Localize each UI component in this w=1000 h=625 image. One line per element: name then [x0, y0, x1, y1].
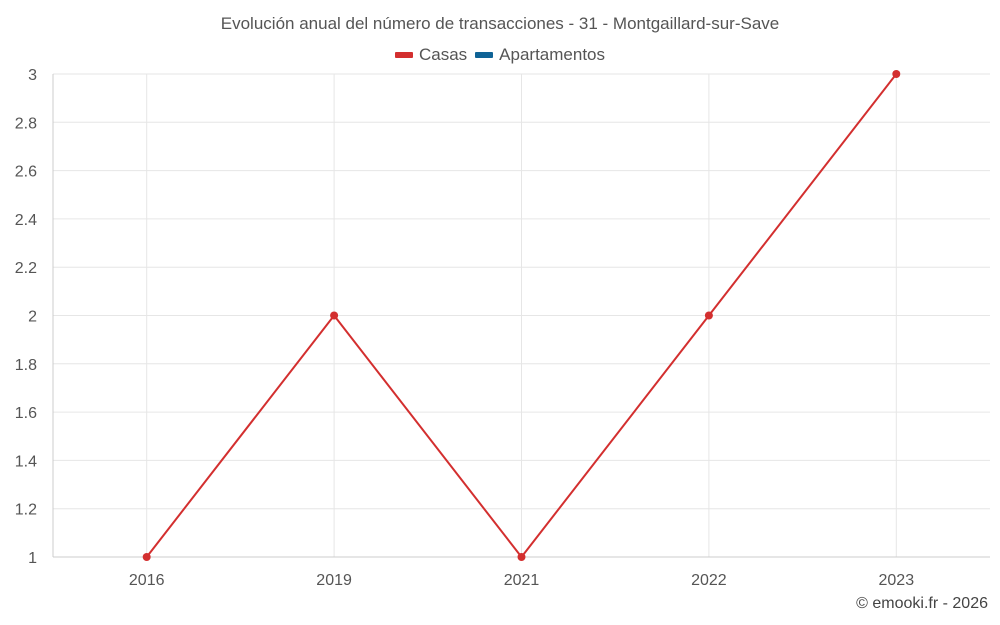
y-tick-label: 1.6 — [15, 405, 37, 422]
y-tick-label: 1.2 — [15, 502, 37, 519]
y-tick-label: 2.2 — [15, 260, 37, 277]
y-tick-label: 2.8 — [15, 115, 37, 132]
chart-title: Evolución anual del número de transaccio… — [220, 14, 780, 33]
legend-swatch-apartamentos — [475, 52, 494, 58]
y-tick-label: 3 — [28, 67, 37, 84]
legend-label-casas: Casas — [418, 45, 468, 64]
x-tick-label: 2019 — [316, 572, 352, 589]
y-tick-label: 2.4 — [15, 212, 37, 229]
y-tick-label: 1 — [28, 550, 37, 567]
legend-item-casas[interactable]: Casas — [394, 45, 468, 65]
x-tick-label: 2023 — [879, 572, 915, 589]
x-tick-label: 2021 — [504, 572, 540, 589]
legend-item-apartamentos[interactable]: Apartamentos — [475, 45, 605, 65]
y-tick-label: 2.6 — [15, 164, 37, 181]
data-point — [704, 311, 713, 320]
data-point — [892, 70, 901, 78]
credit-text: © emooki.fr - 2026 — [856, 595, 988, 612]
y-tick-label: 2 — [28, 309, 37, 326]
data-point — [330, 311, 339, 320]
legend-swatch-casas — [394, 52, 413, 58]
legend-label-apartamentos: Apartamentos — [499, 45, 606, 64]
data-point — [517, 553, 526, 561]
x-tick-label: 2016 — [129, 572, 165, 589]
data-point — [142, 553, 151, 561]
y-tick-label: 1.8 — [15, 357, 37, 374]
y-tick-label: 1.4 — [15, 453, 37, 470]
x-tick-label: 2022 — [691, 572, 727, 589]
chart-legend: Casas Apartamentos — [0, 45, 1000, 65]
